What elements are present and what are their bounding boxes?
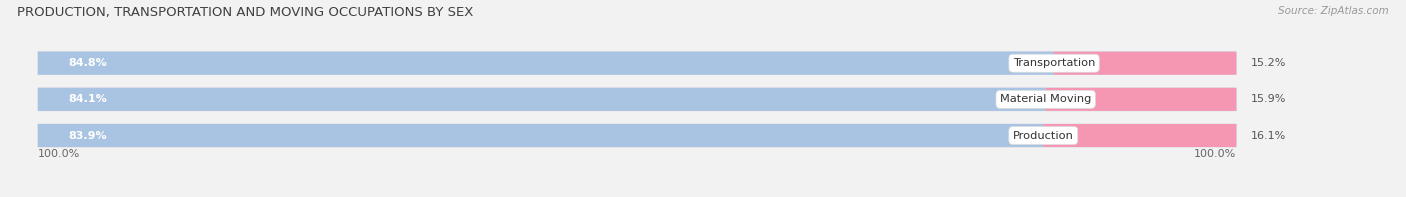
FancyBboxPatch shape	[38, 124, 1043, 147]
FancyBboxPatch shape	[1054, 52, 1236, 75]
Text: 15.9%: 15.9%	[1250, 94, 1286, 104]
Text: Source: ZipAtlas.com: Source: ZipAtlas.com	[1278, 6, 1389, 16]
FancyBboxPatch shape	[1046, 88, 1236, 111]
Text: 16.1%: 16.1%	[1250, 131, 1286, 140]
Text: Production: Production	[1012, 131, 1074, 140]
FancyBboxPatch shape	[38, 88, 1046, 111]
Text: Transportation: Transportation	[1012, 58, 1095, 68]
FancyBboxPatch shape	[38, 124, 1236, 147]
Text: 15.2%: 15.2%	[1250, 58, 1286, 68]
Text: PRODUCTION, TRANSPORTATION AND MOVING OCCUPATIONS BY SEX: PRODUCTION, TRANSPORTATION AND MOVING OC…	[17, 6, 474, 19]
FancyBboxPatch shape	[38, 88, 1236, 111]
FancyBboxPatch shape	[38, 52, 1054, 75]
Text: 83.9%: 83.9%	[67, 131, 107, 140]
Text: 100.0%: 100.0%	[1194, 149, 1236, 159]
FancyBboxPatch shape	[38, 52, 1236, 75]
Text: Material Moving: Material Moving	[1000, 94, 1091, 104]
Text: 84.8%: 84.8%	[67, 58, 107, 68]
FancyBboxPatch shape	[1043, 124, 1236, 147]
Text: 84.1%: 84.1%	[67, 94, 107, 104]
Text: 100.0%: 100.0%	[38, 149, 80, 159]
